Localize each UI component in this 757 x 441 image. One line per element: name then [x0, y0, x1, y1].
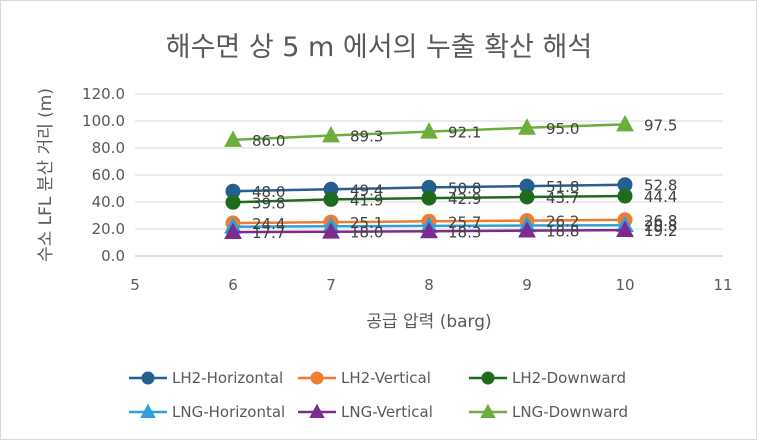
series-lng-downward — [224, 114, 634, 147]
data-point — [519, 189, 535, 205]
data-point — [420, 122, 438, 139]
data-label: 25.7 — [448, 213, 481, 231]
data-point — [323, 191, 339, 207]
data-label: 26.2 — [546, 213, 579, 231]
legend-marker — [310, 371, 324, 385]
data-label: 86.0 — [252, 132, 285, 150]
legend-marker — [481, 371, 495, 385]
data-point — [224, 222, 242, 240]
legend-item: LNG-Downward — [469, 403, 628, 421]
legend-label: LH2-Vertical — [341, 369, 431, 387]
legend-label: LNG-Horizontal — [172, 403, 285, 421]
legend-item: LH2-Horizontal — [129, 369, 283, 387]
x-axis-ticks: 5 6 7 8 9 10 11 — [130, 276, 732, 294]
y-axis-title: 수소 LFL 분산 거리 (m) — [36, 88, 56, 262]
data-label: 50.8 — [448, 179, 481, 197]
data-point — [616, 220, 634, 238]
y-tick-label: 100.0 — [82, 112, 125, 130]
data-label: 97.5 — [644, 116, 677, 134]
data-label: 44.4 — [644, 188, 677, 206]
data-point — [420, 221, 438, 239]
data-label: 52.8 — [644, 177, 677, 195]
data-label: 20.8 — [644, 217, 677, 235]
legend-item: LNG-Horizontal — [129, 403, 285, 421]
data-label: 18.3 — [448, 223, 481, 241]
data-label: 18.8 — [546, 223, 579, 241]
x-tick-label: 11 — [713, 276, 732, 294]
x-tick-label: 10 — [615, 276, 634, 294]
data-label: 95.0 — [546, 120, 579, 138]
data-point — [225, 194, 241, 210]
data-labels: 48.0 49.4 50.8 51.8 52.8 24.4 25.1 25.7 26.2 26.8… — [252, 116, 677, 242]
legend-label: LH2-Downward — [512, 369, 626, 387]
series-lh2-downward — [225, 188, 633, 210]
legend-marker — [141, 371, 155, 385]
data-label: 42.9 — [448, 190, 481, 208]
y-axis-ticks: 0.0 20.0 40.0 60.0 80.0 100.0 120.0 — [82, 85, 125, 265]
x-tick-label: 7 — [326, 276, 336, 294]
data-label: 49.4 — [350, 181, 383, 199]
legend-marker — [140, 403, 156, 419]
legend-item: LH2-Vertical — [298, 369, 431, 387]
y-tick-label: 80.0 — [92, 139, 125, 157]
series-lng-vertical — [224, 220, 634, 240]
legend-item: LH2-Downward — [469, 369, 626, 387]
legend-label: LH2-Horizontal — [172, 369, 283, 387]
x-tick-label: 9 — [522, 276, 532, 294]
x-axis-title: 공급 압력 (barg) — [366, 312, 491, 332]
data-point — [421, 190, 437, 206]
x-tick-label: 5 — [130, 276, 140, 294]
data-point — [322, 222, 340, 239]
y-tick-label: 0.0 — [101, 247, 125, 265]
data-label: 18.0 — [350, 224, 383, 242]
y-tick-label: 40.0 — [92, 193, 125, 211]
data-label: 17.7 — [252, 224, 285, 242]
legend-marker — [480, 403, 496, 419]
data-label: 24.4 — [252, 215, 285, 233]
chart-title: 해수면 상 5 m 에서의 누출 확산 해석 — [166, 32, 592, 63]
data-label: 26.8 — [644, 212, 677, 230]
data-point — [617, 188, 633, 204]
data-label: 51.8 — [546, 178, 579, 196]
data-label: 25.1 — [350, 214, 383, 232]
data-point — [518, 221, 536, 238]
legend-marker — [309, 403, 325, 419]
x-tick-label: 6 — [228, 276, 238, 294]
y-tick-label: 120.0 — [82, 85, 125, 103]
data-label: 89.3 — [350, 127, 383, 145]
data-point — [518, 118, 536, 135]
data-label: 43.7 — [546, 189, 579, 207]
legend-label: LNG-Downward — [512, 403, 628, 421]
legend-label: LNG-Vertical — [341, 403, 433, 421]
data-label: 41.9 — [350, 191, 383, 209]
data-point — [224, 130, 242, 147]
legend-item: LNG-Vertical — [298, 403, 433, 421]
x-tick-label: 8 — [424, 276, 434, 294]
data-label: 92.1 — [448, 124, 481, 142]
data-label: 48.0 — [252, 183, 285, 201]
data-label: 39.8 — [252, 194, 285, 212]
data-label: 19.2 — [644, 222, 677, 240]
y-tick-label: 60.0 — [92, 166, 125, 184]
data-point — [616, 114, 634, 132]
data-point — [322, 125, 340, 143]
y-tick-label: 20.0 — [92, 220, 125, 238]
series-layer — [224, 114, 634, 240]
legend: LH2-Horizontal LH2-Vertical LH2-Downward LN… — [129, 369, 628, 421]
